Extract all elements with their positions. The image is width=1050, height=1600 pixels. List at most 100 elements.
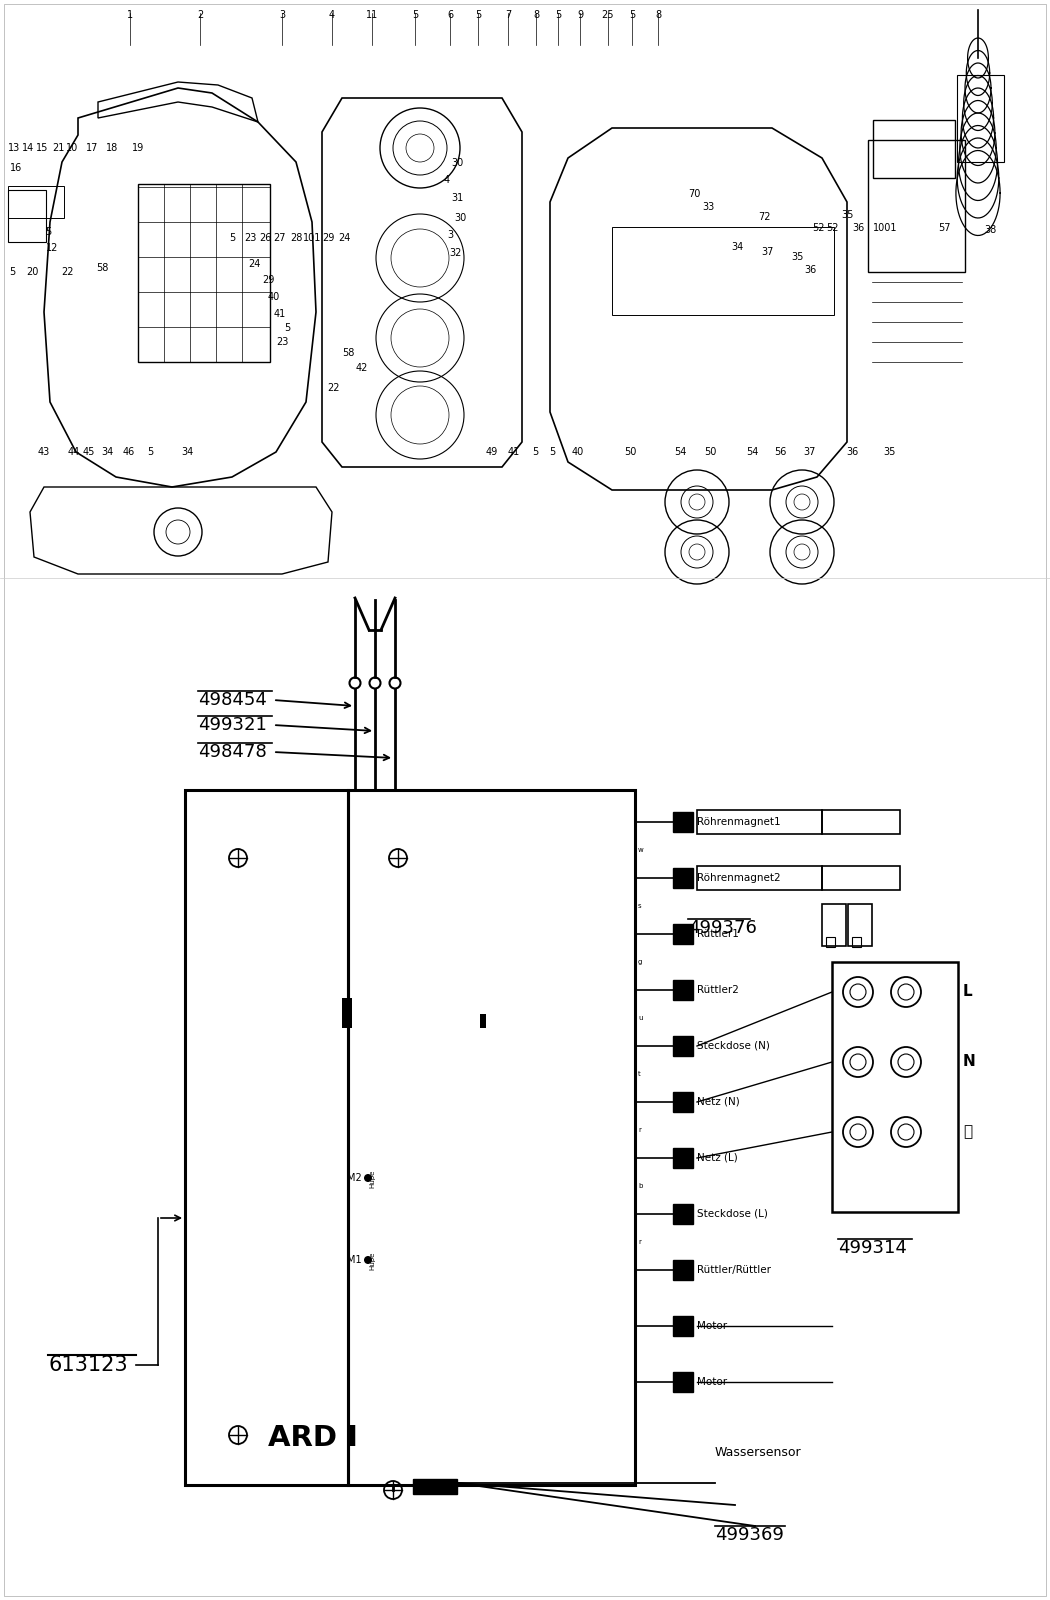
Text: Röhrenmagnet1: Röhrenmagnet1 bbox=[697, 818, 780, 827]
Text: 3: 3 bbox=[279, 10, 285, 19]
Text: 24: 24 bbox=[248, 259, 260, 269]
Bar bbox=[673, 1315, 693, 1336]
Text: 19: 19 bbox=[132, 142, 144, 154]
Text: s: s bbox=[638, 902, 642, 909]
Text: b: b bbox=[638, 1182, 643, 1189]
Text: M1: M1 bbox=[348, 1254, 362, 1266]
Text: Steckdose (N): Steckdose (N) bbox=[697, 1042, 770, 1051]
Text: Motor: Motor bbox=[697, 1322, 727, 1331]
Text: 6: 6 bbox=[447, 10, 453, 19]
Text: 27: 27 bbox=[274, 234, 287, 243]
Text: 23: 23 bbox=[276, 338, 288, 347]
Text: 101: 101 bbox=[302, 234, 321, 243]
Bar bbox=[673, 1371, 693, 1392]
Text: 25: 25 bbox=[602, 10, 614, 19]
Text: 499369: 499369 bbox=[715, 1526, 784, 1544]
Text: Rüttler/Rüttler: Rüttler/Rüttler bbox=[697, 1266, 771, 1275]
Bar bbox=[957, 75, 1004, 162]
Text: 498454: 498454 bbox=[198, 691, 267, 709]
Text: 41: 41 bbox=[508, 446, 520, 458]
Bar bbox=[673, 1203, 693, 1224]
Text: 36: 36 bbox=[846, 446, 858, 458]
Text: 11: 11 bbox=[365, 10, 378, 19]
Text: 52: 52 bbox=[812, 222, 824, 234]
Text: 43: 43 bbox=[38, 446, 50, 458]
Text: 31: 31 bbox=[450, 194, 463, 203]
Bar bbox=[873, 120, 956, 178]
Text: Wassersensor: Wassersensor bbox=[715, 1445, 801, 1459]
Text: 5: 5 bbox=[629, 10, 635, 19]
Text: 34: 34 bbox=[181, 446, 193, 458]
Text: u: u bbox=[638, 1014, 643, 1021]
Text: Netz (L): Netz (L) bbox=[697, 1154, 738, 1163]
Text: Röhrenmagnet2: Röhrenmagnet2 bbox=[697, 874, 780, 883]
Bar bbox=[868, 141, 965, 272]
Text: 33: 33 bbox=[701, 202, 714, 211]
Text: 2: 2 bbox=[197, 10, 203, 19]
Text: 5: 5 bbox=[8, 267, 15, 277]
Text: 54: 54 bbox=[746, 446, 758, 458]
Text: 30: 30 bbox=[450, 158, 463, 168]
Bar bbox=[822, 904, 846, 946]
Text: 28: 28 bbox=[290, 234, 302, 243]
Text: 5: 5 bbox=[147, 446, 153, 458]
Text: 4: 4 bbox=[444, 174, 450, 186]
Text: 44: 44 bbox=[68, 446, 80, 458]
Bar bbox=[697, 810, 822, 834]
Bar bbox=[8, 186, 64, 218]
Text: 42: 42 bbox=[356, 363, 369, 373]
Bar bbox=[673, 867, 693, 888]
Bar bbox=[822, 866, 900, 890]
Bar bbox=[342, 998, 352, 1029]
Text: 5: 5 bbox=[475, 10, 481, 19]
Bar bbox=[852, 938, 861, 947]
Text: 52: 52 bbox=[825, 222, 838, 234]
Text: 57: 57 bbox=[938, 222, 950, 234]
Text: 498478: 498478 bbox=[198, 742, 267, 762]
Text: 35: 35 bbox=[842, 210, 855, 219]
Text: 40: 40 bbox=[572, 446, 584, 458]
Text: 7: 7 bbox=[505, 10, 511, 19]
Bar bbox=[673, 1149, 693, 1168]
Text: 36: 36 bbox=[804, 266, 816, 275]
Bar bbox=[480, 1014, 486, 1029]
Text: 45: 45 bbox=[83, 446, 96, 458]
Text: 20: 20 bbox=[26, 267, 38, 277]
Text: 13: 13 bbox=[8, 142, 20, 154]
Bar bbox=[673, 1091, 693, 1112]
Bar bbox=[673, 979, 693, 1000]
Text: 3: 3 bbox=[447, 230, 453, 240]
Text: 26: 26 bbox=[258, 234, 271, 243]
Text: 16: 16 bbox=[9, 163, 22, 173]
Text: 22: 22 bbox=[62, 267, 75, 277]
Text: 613123: 613123 bbox=[48, 1355, 128, 1374]
Text: Steckdose (L): Steckdose (L) bbox=[697, 1210, 768, 1219]
Text: t: t bbox=[638, 1070, 640, 1077]
Text: 35: 35 bbox=[884, 446, 897, 458]
Text: 1001: 1001 bbox=[873, 222, 898, 234]
Text: 30: 30 bbox=[454, 213, 466, 222]
Text: N: N bbox=[963, 1054, 975, 1069]
Bar bbox=[673, 1261, 693, 1280]
Text: Hupe: Hupe bbox=[369, 1170, 375, 1187]
Text: 29: 29 bbox=[321, 234, 334, 243]
Text: 24: 24 bbox=[338, 234, 351, 243]
Text: L: L bbox=[963, 984, 972, 1000]
Text: 499321: 499321 bbox=[198, 717, 267, 734]
Bar bbox=[673, 1037, 693, 1056]
Bar bbox=[138, 184, 270, 362]
Text: w: w bbox=[638, 846, 644, 853]
Circle shape bbox=[364, 1256, 372, 1264]
Text: 54: 54 bbox=[674, 446, 687, 458]
Text: 5: 5 bbox=[554, 10, 561, 19]
Bar bbox=[413, 1478, 457, 1494]
Text: 18: 18 bbox=[106, 142, 118, 154]
Text: 15: 15 bbox=[36, 142, 48, 154]
Circle shape bbox=[364, 1174, 372, 1182]
Text: 50: 50 bbox=[624, 446, 636, 458]
Text: 37: 37 bbox=[762, 246, 774, 258]
Text: 70: 70 bbox=[688, 189, 700, 198]
Text: Rüttler2: Rüttler2 bbox=[697, 986, 739, 995]
Text: 1: 1 bbox=[127, 10, 133, 19]
Bar bbox=[185, 790, 348, 1485]
